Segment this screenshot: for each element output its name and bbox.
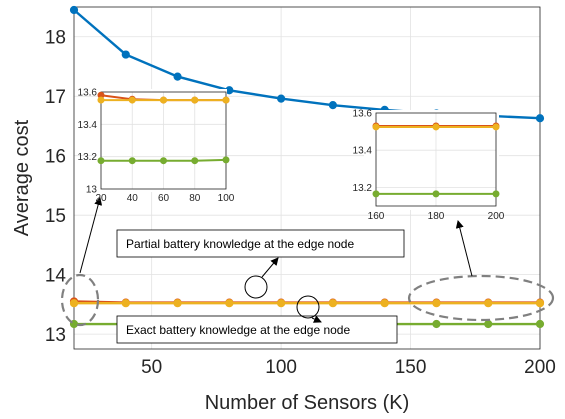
inset-right-y-tick-label: 13.4 (353, 146, 373, 157)
left-dashed-ellipse (60, 273, 100, 327)
main-series-3-point (121, 299, 130, 308)
inset-left-series-2-point (97, 96, 105, 104)
main-y-tick-label: 16 (45, 147, 66, 168)
inset-left-tick-labels: 20 40 60 80 100 13 13.2 13.4 13.6 (78, 88, 235, 205)
main-tick-labels: 50 100 150 200 13 14 15 16 17 18 (45, 28, 556, 378)
inset-right-frame (375, 112, 497, 207)
main-series-1-point (328, 101, 337, 110)
inset-left-series-3-point (97, 157, 105, 165)
main-series-3-point (277, 299, 286, 308)
inset-left-series-2-point (222, 96, 230, 104)
inset-right-series-3-point (372, 190, 380, 198)
inset-left-x-tick-label: 40 (127, 193, 139, 204)
annotation-exact-box (116, 315, 398, 344)
partial-arrow (261, 257, 279, 278)
inset-left-x-tick-label: 100 (218, 193, 235, 204)
main-series-1-point (173, 72, 182, 81)
main-series-1-point (121, 50, 130, 59)
main-series-3-point (484, 299, 493, 308)
annotation-partial-text: Partial battery knowledge at the edge no… (126, 237, 354, 251)
main-series-3-point (173, 299, 182, 308)
right-dashed-ellipse (407, 274, 555, 322)
main-y-tick-label: 17 (45, 87, 66, 108)
main-series-4-point (484, 319, 493, 329)
inset-left: 20 40 60 80 100 13 13.2 13.4 13.6 (78, 88, 235, 205)
inset-right-x-tick-label: 200 (488, 211, 505, 222)
main-y-tick-label: 13 (45, 325, 66, 346)
exact-marker-circle (296, 295, 320, 319)
main-series-4-point (432, 319, 441, 329)
main-series-1-point (69, 5, 79, 15)
inset-left-y-tick-label: 13.4 (78, 120, 98, 131)
inset-left-series (97, 91, 230, 165)
inset-left-series-3-point (160, 157, 167, 165)
exact-arrow (311, 315, 322, 323)
inset-left-frame (100, 91, 227, 190)
inset-left-x-tick-label: 80 (189, 193, 201, 204)
inset-left-y-tick-label: 13.2 (78, 152, 98, 163)
main-y-tick-label: 15 (45, 206, 66, 227)
main-y-tick-label: 14 (45, 266, 67, 287)
inset-left-background (97, 89, 227, 192)
inset-right-y-tick-label: 13.2 (353, 183, 373, 194)
main-series-3-point (225, 299, 234, 308)
main-series-4-point (535, 319, 545, 329)
inset-left-series-3-point (222, 156, 230, 164)
inset-right-series (372, 122, 500, 198)
main-series-3-point (380, 299, 389, 308)
inset-left-series-2-point (128, 96, 136, 104)
left-inset-arrow (79, 197, 103, 274)
inset-right-x-tick-label: 180 (428, 211, 445, 222)
inset-right-y-tick-label: 13.6 (353, 109, 373, 120)
right-inset-arrow (455, 220, 473, 277)
plot-frame (73, 6, 541, 350)
x-axis-label: Number of Sensors (K) (205, 392, 410, 414)
main-y-tick-label: 18 (45, 28, 66, 49)
inset-left-series-3-point (191, 157, 199, 165)
main-x-tick-label: 150 (395, 357, 427, 378)
inset-left-y-tick-label: 13.6 (78, 88, 98, 99)
main-x-tick-label: 100 (265, 357, 297, 378)
annotation-exact: Exact battery knowledge at the edge node (116, 315, 398, 344)
annotation-exact-text: Exact battery knowledge at the edge node (126, 323, 350, 337)
main-x-tick-label: 200 (524, 357, 556, 378)
partial-marker-circle (244, 275, 268, 299)
main-series-3-point (535, 299, 545, 308)
main-series-1-point (535, 114, 545, 123)
inset-left-y-tick-label: 13 (86, 185, 98, 196)
inset-right: 160 180 200 13.2 13.4 13.6 (353, 109, 505, 223)
inset-left-series-3-point (128, 157, 136, 165)
inset-left-series-2-point (160, 96, 167, 104)
inset-left-x-tick-label: 20 (95, 193, 107, 204)
main-series-3-point (328, 299, 337, 308)
inset-left-series-2-point (191, 96, 199, 104)
inset-left-x-tick-label: 60 (158, 193, 170, 204)
inset-right-series-3-point (492, 190, 500, 198)
main-series-3-point (432, 299, 441, 308)
inset-right-series-2-point (432, 123, 440, 131)
annotation-partial: Partial battery knowledge at the edge no… (116, 229, 405, 258)
inset-right-series-2-point (372, 123, 380, 131)
inset-right-x-tick-label: 160 (368, 211, 385, 222)
y-axis-label: Average cost (11, 119, 33, 236)
main-x-tick-label: 50 (141, 357, 162, 378)
inset-right-series-2-point (492, 123, 500, 131)
inset-right-tick-labels: 160 180 200 13.2 13.4 13.6 (353, 109, 505, 223)
inset-right-background (364, 110, 499, 210)
main-series-3-point (69, 299, 79, 308)
main-series-1-point (277, 94, 286, 103)
inset-right-series-3-point (432, 190, 440, 198)
annotation-partial-box (116, 229, 405, 258)
